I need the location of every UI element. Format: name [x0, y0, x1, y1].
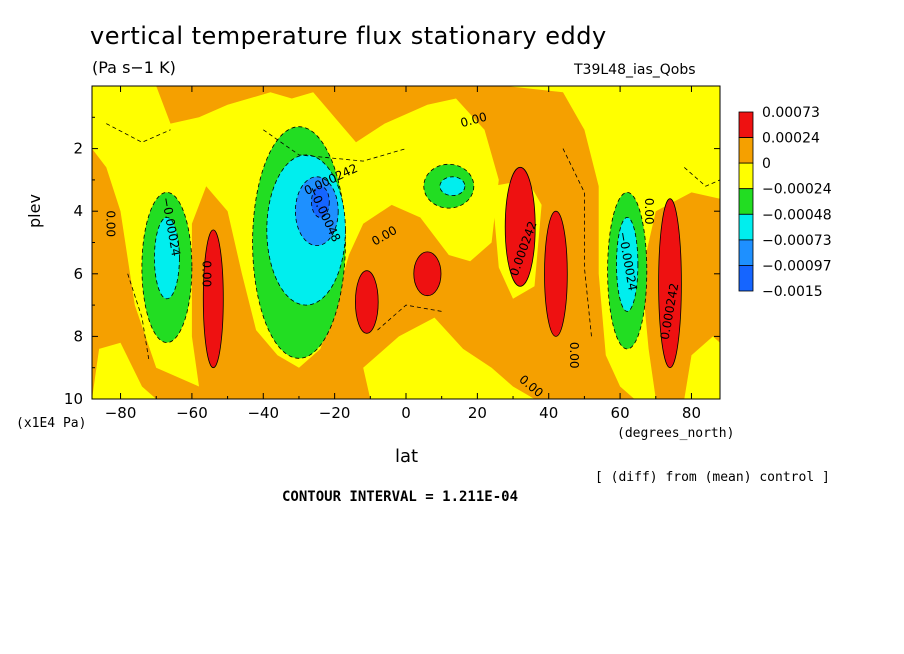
chart-title: vertical temperature flux stationary edd…: [90, 22, 607, 50]
contour-label-9: 0.00: [567, 342, 581, 369]
contour-label-7: 0.00: [103, 210, 117, 237]
contour-line-6: [127, 273, 150, 362]
colorbar-label-7: −0.00097: [762, 258, 832, 274]
x-axis-unit: (degrees_north): [617, 426, 735, 441]
x-tick-label-0: −80: [105, 404, 137, 422]
dataset-label: T39L48_ias_Qobs: [574, 62, 696, 78]
colorbar-label-1: 0.00073: [762, 105, 820, 121]
chart-units: (Pa s−1 K): [92, 58, 176, 77]
diff-note: [ (diff) from (mean) control ]: [595, 470, 830, 485]
x-tick-label-5: 20: [468, 404, 487, 422]
contour-region-13-pos2: [544, 210, 568, 337]
contour-line-2: [263, 129, 407, 162]
yellow-region-3: [363, 317, 535, 399]
contour-label-6: 0.00: [200, 260, 214, 287]
x-tick-label-6: 40: [539, 404, 558, 422]
contour-region-8-pos2: [354, 270, 379, 334]
colorbar-label-6: −0.00073: [762, 233, 832, 249]
x-tick-label-4: 0: [401, 404, 411, 422]
colorbar-swatch-3: [738, 162, 754, 190]
contour-label-1: 0.00: [459, 110, 488, 130]
contour-line-3: [562, 148, 592, 337]
y-axis-unit: (x1E4 Pa): [16, 416, 87, 431]
contour-region-9-pos2: [413, 251, 442, 297]
yellow-region-2: [92, 342, 157, 399]
contour-region-11-neg2: [439, 176, 466, 197]
y-tick-label-1: 4: [73, 202, 83, 220]
colorbar-swatch-1: [738, 111, 754, 139]
contour-region-12-pos2: [504, 166, 536, 287]
contour-region-2-neg2: [153, 217, 180, 300]
contour-interval: CONTOUR INTERVAL = 1.211E-04: [282, 489, 519, 505]
colorbar-label-8: −0.0015: [762, 284, 823, 300]
colorbar-label-3: 0: [762, 156, 771, 172]
contour-region-7-neg4: [311, 185, 330, 218]
colorbar-swatch-5: [738, 213, 754, 241]
plot-area: 0.000.000242−0.00048 0.00−0.000240.000.00…: [92, 86, 720, 399]
contour-region-3-pos2: [202, 229, 224, 369]
x-tick-label-3: −20: [319, 404, 351, 422]
yellow-region-5: [684, 336, 720, 399]
x-tick-label-8: 80: [682, 404, 701, 422]
y-tick-label-2: 6: [73, 265, 83, 283]
colorbar-label-2: 0.00024: [762, 131, 820, 147]
x-tick-label-7: 60: [611, 404, 630, 422]
y-tick-label-3: 8: [73, 327, 83, 345]
contour-region-15-neg2: [616, 216, 639, 312]
colorbar-swatch-7: [738, 264, 754, 292]
contour-region-16-pos2: [658, 198, 682, 369]
contour-label-12: 0.00: [642, 198, 656, 225]
colorbar-label-4: −0.00024: [762, 182, 832, 198]
x-axis-label: lat: [395, 446, 419, 467]
contour-line-5: [684, 167, 720, 187]
colorbar-swatch-2: [738, 137, 754, 164]
x-tick-label-1: −60: [176, 404, 208, 422]
colorbar-swatch-6: [738, 239, 754, 266]
y-tick-label-4: 10: [64, 390, 83, 408]
x-tick-label-2: −40: [247, 404, 279, 422]
y-tick-label-0: 2: [73, 140, 83, 158]
colorbar-label-5: −0.00048: [762, 207, 832, 223]
contour-line-4: [377, 304, 442, 331]
colorbar-swatch-4: [738, 188, 754, 215]
